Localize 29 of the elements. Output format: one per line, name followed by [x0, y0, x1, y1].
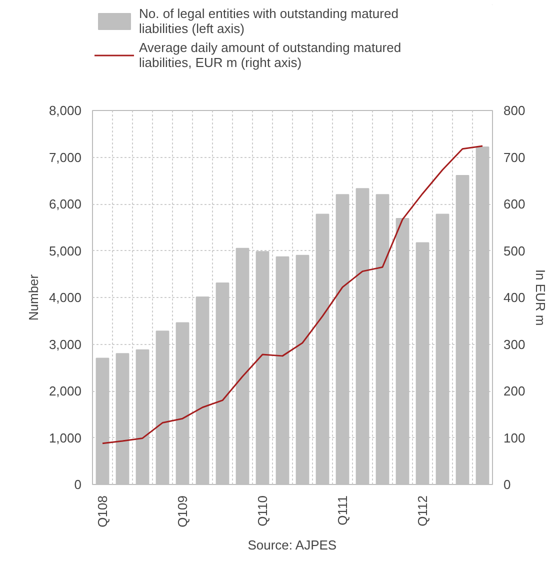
- y2-tick-label: 700: [504, 150, 526, 165]
- source-note: Source: AJPES: [248, 538, 337, 552]
- y-tick-label: 8,000: [48, 103, 82, 118]
- x-tick-label: Q110: [255, 495, 270, 526]
- legend-label: No. of legal entities with outstanding matured liabilities (left axis): [139, 6, 398, 36]
- y2-tick-label: 600: [504, 196, 526, 212]
- y-tick-label: 0: [74, 477, 82, 492]
- y2-tick-label: 800: [504, 103, 526, 118]
- x-tick-label: Q111: [335, 495, 350, 526]
- y-tick-label: 7,000: [48, 150, 82, 165]
- y2-tick-label: 100: [504, 430, 526, 446]
- x-tick-label: Q112: [415, 495, 430, 526]
- y2-tick-label: 400: [504, 290, 526, 305]
- y-tick-label: 3,000: [48, 336, 82, 352]
- x-tick-label: Q108: [95, 495, 110, 528]
- y-tick-label: 1,000: [48, 430, 82, 446]
- y-tick-label: 5,000: [48, 243, 82, 258]
- x-tick-label: Q109: [175, 495, 190, 528]
- y-tick-label: 2,000: [48, 384, 82, 398]
- y2-tick-label: 300: [504, 336, 526, 352]
- y2-tick-label: 500: [504, 243, 526, 258]
- y-axis-title: Number: [26, 274, 41, 321]
- y-tick-label: 6,000: [48, 196, 82, 212]
- y2-tick-label: 0: [504, 477, 511, 492]
- y2-tick-label: 200: [504, 384, 526, 398]
- y2-axis-title: In EUR m: [533, 269, 548, 326]
- line-series: [102, 145, 484, 444]
- y-tick-label: 4,000: [48, 290, 82, 305]
- legend-label: Average daily amount of outstanding matured liabilities, EUR m (right axis): [139, 40, 402, 70]
